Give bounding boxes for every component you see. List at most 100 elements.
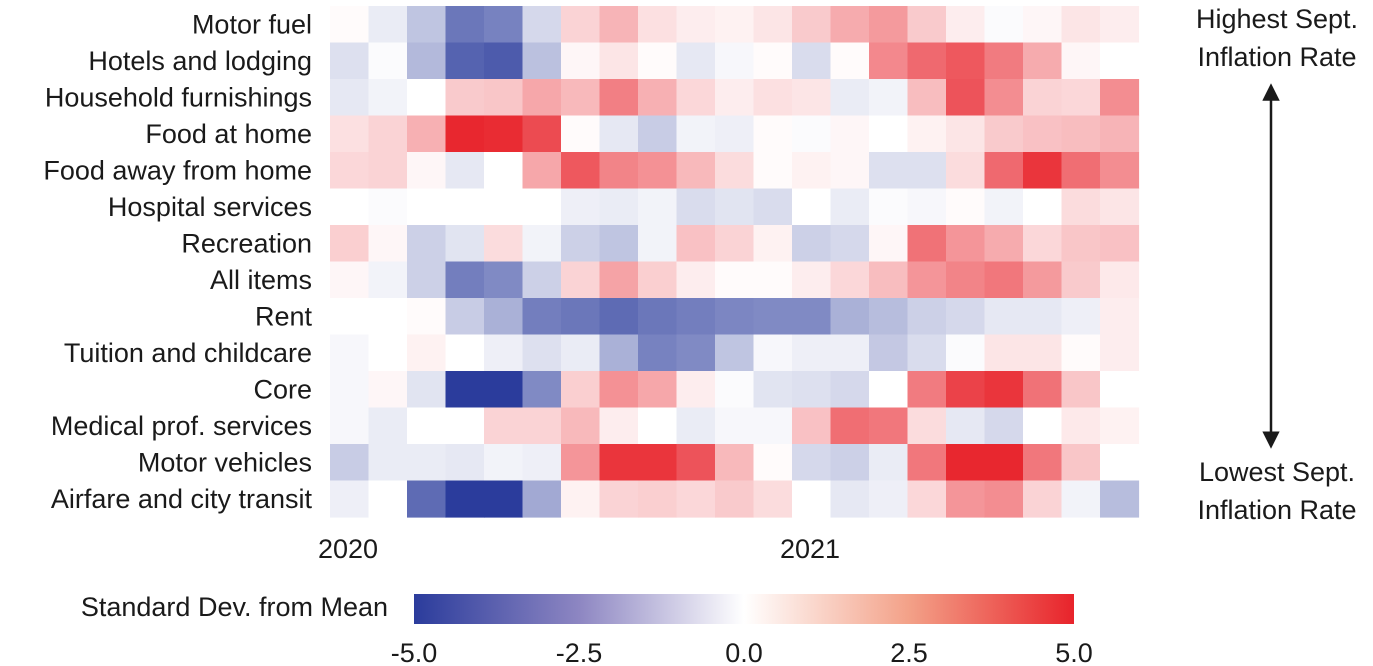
heatmap-cell bbox=[638, 225, 678, 263]
heatmap-cell bbox=[599, 79, 639, 117]
heatmap-cell bbox=[522, 79, 562, 117]
heatmap-cell bbox=[368, 298, 408, 336]
heatmap-cell bbox=[830, 79, 870, 117]
heatmap-cell bbox=[330, 42, 370, 80]
heatmap-cell bbox=[1023, 444, 1063, 482]
heatmap-cell bbox=[445, 188, 485, 226]
heatmap-cell bbox=[715, 188, 755, 226]
heatmap-cell bbox=[522, 444, 562, 482]
heatmap-cell bbox=[830, 6, 870, 44]
heatmap-cell bbox=[599, 115, 639, 153]
heatmap-cell bbox=[984, 444, 1024, 482]
heatmap-cell bbox=[407, 79, 447, 117]
heatmap-cell bbox=[1100, 79, 1140, 117]
heatmap-cell bbox=[907, 225, 947, 263]
heatmap-cell bbox=[484, 79, 524, 117]
heatmap-cell bbox=[561, 261, 601, 299]
heatmap-cell bbox=[1023, 371, 1063, 409]
heatmap-cell bbox=[946, 115, 986, 153]
heatmap-cell bbox=[830, 480, 870, 518]
row-label: Motor vehicles bbox=[138, 447, 312, 477]
heatmap-cell bbox=[484, 371, 524, 409]
heatmap-cell bbox=[522, 42, 562, 80]
heatmap-cell bbox=[599, 225, 639, 263]
heatmap-cell bbox=[869, 407, 909, 445]
heatmap-cell bbox=[1100, 152, 1140, 190]
heatmap-cell bbox=[984, 480, 1024, 518]
heatmap-cell bbox=[561, 152, 601, 190]
heatmap-cell bbox=[407, 334, 447, 372]
heatmap-cell bbox=[1100, 115, 1140, 153]
heatmap-cell bbox=[1023, 407, 1063, 445]
heatmap-cell bbox=[638, 6, 678, 44]
heatmap-cell bbox=[792, 444, 832, 482]
heatmap-cell bbox=[792, 152, 832, 190]
heatmap-cell bbox=[638, 334, 678, 372]
heatmap-cell bbox=[484, 334, 524, 372]
heatmap-cell bbox=[368, 188, 408, 226]
row-label: All items bbox=[210, 265, 312, 295]
colorbar-tick-label: -2.5 bbox=[556, 638, 603, 666]
heatmap-cell bbox=[676, 42, 716, 80]
heatmap-cell bbox=[715, 225, 755, 263]
heatmap-cell bbox=[368, 115, 408, 153]
heatmap-cell bbox=[561, 480, 601, 518]
heatmap-cell bbox=[330, 480, 370, 518]
heatmap-cell bbox=[407, 42, 447, 80]
heatmap-cell bbox=[792, 79, 832, 117]
heatmap-cell bbox=[1061, 407, 1101, 445]
heatmap-cell bbox=[522, 407, 562, 445]
heatmap-cell bbox=[676, 407, 716, 445]
heatmap-cell bbox=[330, 444, 370, 482]
heatmap-cell bbox=[484, 188, 524, 226]
heatmap-cell bbox=[984, 371, 1024, 409]
heatmap-cell bbox=[484, 6, 524, 44]
heatmap-cell bbox=[330, 115, 370, 153]
heatmap-cell bbox=[599, 334, 639, 372]
heatmap-cell bbox=[599, 188, 639, 226]
heatmap-cell bbox=[946, 298, 986, 336]
heatmap-cell bbox=[792, 6, 832, 44]
heatmap-cell bbox=[1023, 42, 1063, 80]
heatmap-cell bbox=[792, 188, 832, 226]
heatmap-cell bbox=[522, 115, 562, 153]
heatmap-cell bbox=[561, 225, 601, 263]
heatmap-cell bbox=[907, 334, 947, 372]
colorbar-gradient bbox=[414, 594, 1074, 624]
heatmap-cell bbox=[830, 115, 870, 153]
heatmap-cell bbox=[638, 371, 678, 409]
heatmap-cell bbox=[946, 480, 986, 518]
heatmap-cell bbox=[561, 115, 601, 153]
heatmap-cell bbox=[753, 480, 793, 518]
heatmap-cell bbox=[638, 480, 678, 518]
heatmap-cell bbox=[561, 298, 601, 336]
heatmap-cell bbox=[792, 115, 832, 153]
heatmap-cell bbox=[830, 407, 870, 445]
heatmap-cell bbox=[522, 6, 562, 44]
heatmap-cell bbox=[445, 371, 485, 409]
heatmap-cell bbox=[368, 42, 408, 80]
heatmap-cell bbox=[869, 79, 909, 117]
heatmap-cell bbox=[946, 152, 986, 190]
heatmap-cell bbox=[561, 188, 601, 226]
row-label: Food at home bbox=[145, 119, 312, 149]
heatmap-cell bbox=[869, 298, 909, 336]
heatmap-cell bbox=[330, 79, 370, 117]
heatmap-cell bbox=[984, 225, 1024, 263]
heatmap-cell bbox=[1100, 444, 1140, 482]
heatmap-cell bbox=[522, 188, 562, 226]
heatmap-cell bbox=[1061, 6, 1101, 44]
heatmap-cell bbox=[946, 6, 986, 44]
heatmap-cells bbox=[330, 6, 1140, 518]
heatmap-cell bbox=[445, 407, 485, 445]
heatmap-cell bbox=[407, 407, 447, 445]
heatmap-cell bbox=[1023, 480, 1063, 518]
heatmap-cell bbox=[676, 188, 716, 226]
heatmap-cell bbox=[1023, 334, 1063, 372]
heatmap-cell bbox=[1100, 261, 1140, 299]
heatmap-cell bbox=[599, 371, 639, 409]
row-label: Household furnishings bbox=[45, 82, 312, 112]
heatmap-cell bbox=[330, 298, 370, 336]
heatmap-cell bbox=[1061, 480, 1101, 518]
heatmap-cell bbox=[522, 371, 562, 409]
